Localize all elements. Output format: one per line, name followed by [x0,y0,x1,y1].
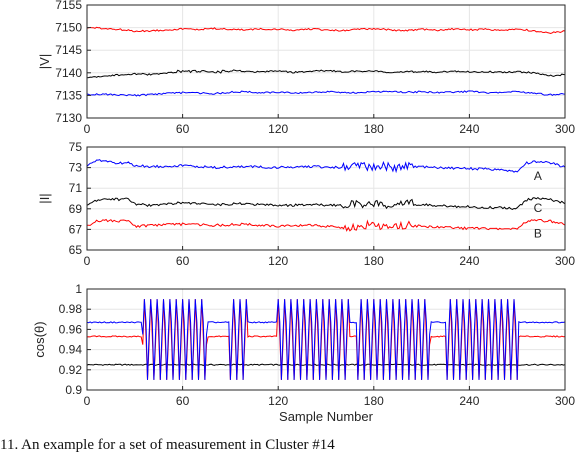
y-tick-label: 7145 [55,43,82,57]
y-axis-label: |I| [37,193,52,203]
y-tick-label: 0.9 [65,383,82,397]
x-tick-label: 240 [459,122,479,136]
figure-caption: 11. An example for a set of measurement … [0,437,335,453]
x-tick-label: 60 [176,122,190,136]
power-factor-chart: 0 60 120 180 240 300 0.9 0.92 0.94 0.96 0.98 1 cos(θ… [32,282,575,424]
y-tick-label: 0.92 [59,363,83,377]
voltage-chart: 0 60 120 180 240 300 7130 7135 7140 7145 7150 7155 |… [37,0,575,136]
y-axis-label: cos(θ) [32,321,47,357]
x-tick-label: 240 [459,394,479,408]
y-tick-label: 65 [69,243,83,257]
x-tick-label: 300 [555,394,575,408]
series-line [86,69,566,79]
y-tick-label: 0.94 [59,343,83,357]
y-tick-label: 7140 [55,66,82,80]
current-chart: 0 60 120 180 240 300 65 67 69 71 73 75 |I| A CB [37,140,575,268]
series-annotation: C [534,201,543,215]
x-tick-label: 180 [364,254,384,268]
series-annotation: B [534,227,542,241]
y-tick-label: 0.96 [59,322,83,336]
x-tick-label: 180 [364,122,384,136]
x-tick-label: 0 [84,122,91,136]
x-tick-label: 0 [84,394,91,408]
x-tick-label: 120 [268,254,288,268]
x-tick-label: 120 [268,122,288,136]
series-line [86,90,566,97]
y-tick-label: 1 [75,282,82,296]
y-tick-label: 69 [69,202,83,216]
series-line [86,159,566,174]
series-line [86,26,566,35]
y-tick-label: 0.98 [59,302,83,316]
series-line [86,196,566,210]
series-line [86,299,566,380]
y-tick-label: 75 [69,140,83,154]
y-tick-label: 7150 [55,21,82,35]
axes-frame [86,4,566,119]
y-tick-label: 71 [69,181,83,195]
series-line [87,218,566,232]
y-tick-label: 67 [69,222,83,236]
x-tick-label: 240 [459,254,479,268]
x-tick-label: 60 [176,394,190,408]
x-tick-label: 300 [555,254,575,268]
x-tick-label: 180 [364,394,384,408]
x-tick-label: 60 [176,254,190,268]
y-tick-label: 7130 [55,111,82,125]
axes-frame [86,288,566,391]
y-tick-label: 7135 [55,88,82,102]
x-tick-label: 120 [268,394,288,408]
series-annotation: A [534,169,542,183]
x-tick-label: 0 [84,254,91,268]
x-axis-label: Sample Number [279,409,374,424]
x-tick-label: 300 [555,122,575,136]
axes-frame [86,146,566,251]
y-tick-label: 7155 [55,0,82,12]
y-tick-label: 73 [69,161,83,175]
y-axis-label: |V| [37,54,52,69]
